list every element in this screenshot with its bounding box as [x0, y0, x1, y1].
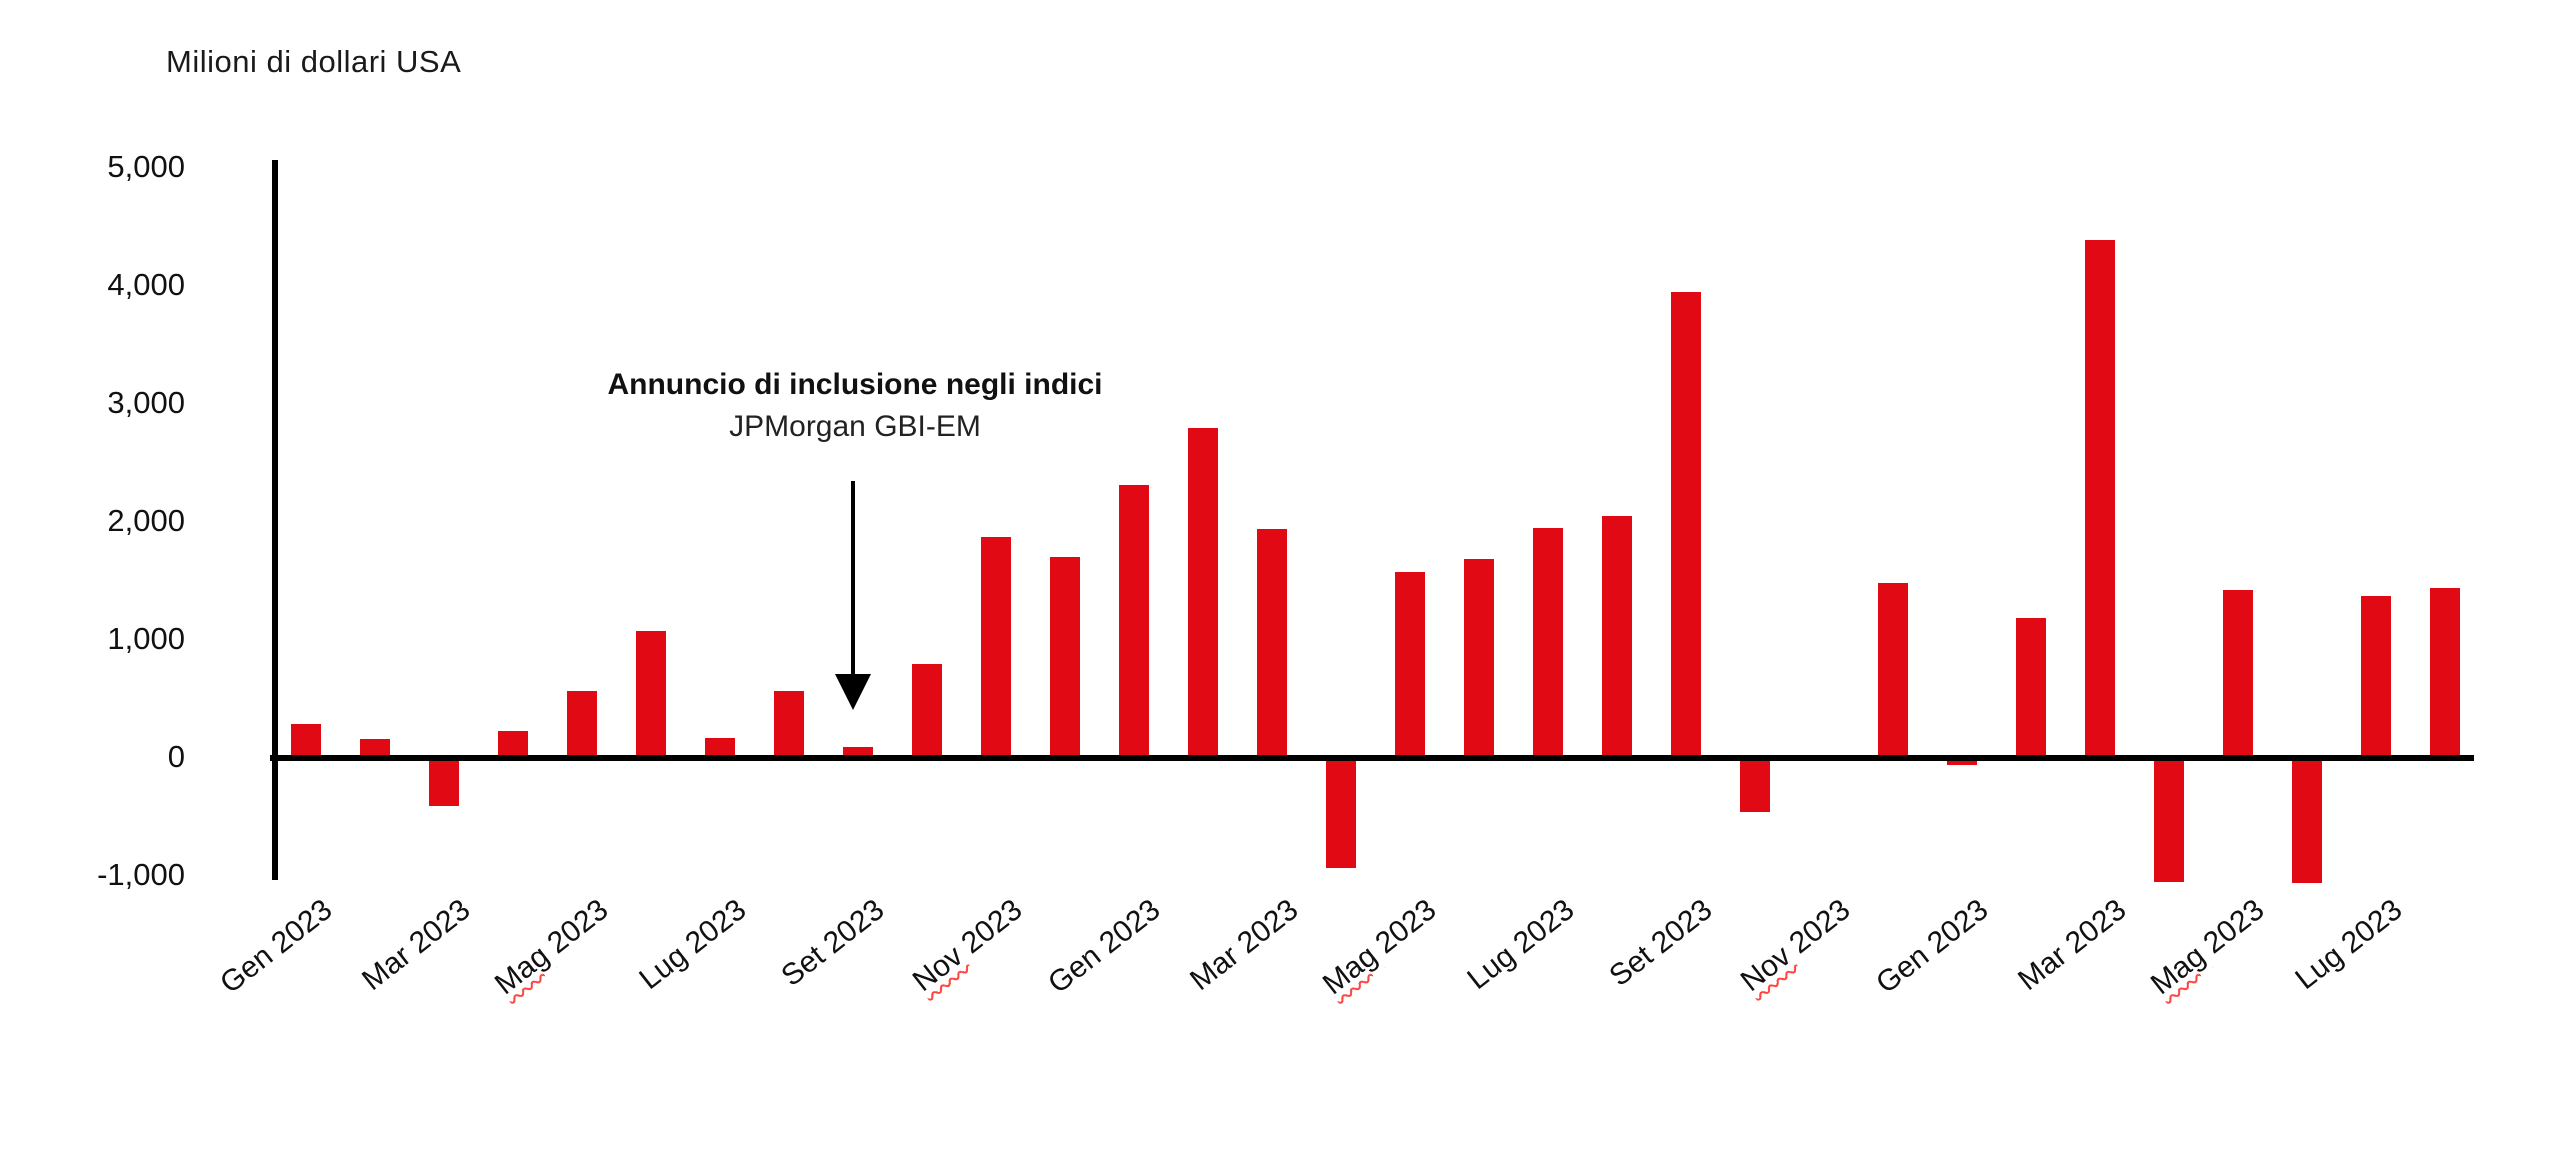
- x-tick-label: Lug 2023: [1461, 893, 1581, 997]
- x-tick-year: 2023: [258, 893, 339, 966]
- down-arrow-icon: [851, 481, 855, 677]
- x-tick-label: Mag 2023: [1317, 893, 1443, 1002]
- annotation-title: Annuncio di inclusione negli indici: [607, 368, 1103, 401]
- bar: [360, 739, 390, 758]
- x-tick-label: Gen 2023: [1042, 893, 1167, 1001]
- bar: [1326, 758, 1356, 868]
- y-tick-label: 2,000: [107, 503, 185, 538]
- x-tick-label: Mag 2023: [2145, 893, 2271, 1002]
- bar: [2223, 590, 2253, 758]
- x-tick-year: 2023: [1638, 893, 1719, 966]
- x-tick-year: 2023: [1776, 893, 1857, 966]
- bar: [1671, 291, 1701, 758]
- x-tick-label: Nov 2023: [1735, 893, 1857, 999]
- down-arrow-head-icon: [835, 674, 871, 710]
- bar: [1188, 427, 1218, 758]
- bar: [1395, 571, 1425, 758]
- x-tick-label: Nov 2023: [907, 893, 1029, 999]
- bar: [705, 737, 735, 758]
- x-tick-year: 2023: [2328, 893, 2409, 966]
- bar: [2361, 596, 2391, 758]
- x-tick-label: Gen 2023: [214, 893, 339, 1001]
- annotation-subtitle: JPMorgan GBI-EM: [729, 410, 981, 443]
- y-tick-label: -1,000: [97, 857, 185, 892]
- x-tick-year: 2023: [672, 893, 753, 966]
- bar: [1602, 516, 1632, 758]
- bar: [2430, 588, 2460, 758]
- x-tick-label: Mag 2023: [489, 893, 615, 1002]
- x-tick-year: 2023: [1362, 893, 1443, 966]
- bar: [429, 758, 459, 807]
- x-tick-year: 2023: [396, 893, 477, 966]
- bar: [498, 730, 528, 758]
- bar: [1257, 529, 1287, 758]
- x-tick-year: 2023: [810, 893, 891, 966]
- bar: [2085, 239, 2115, 758]
- x-tick-label: Lug 2023: [2289, 893, 2409, 997]
- x-tick-year: 2023: [1914, 893, 1995, 966]
- bar: [981, 537, 1011, 758]
- bar: [1050, 557, 1080, 758]
- x-tick-year: 2023: [948, 893, 1029, 966]
- y-tick-label: 3,000: [107, 385, 185, 420]
- x-tick-label: Mar 2023: [1184, 893, 1305, 998]
- x-tick-year: 2023: [2190, 893, 2271, 966]
- x-tick-year: 2023: [1500, 893, 1581, 966]
- x-tick-label: Mar 2023: [356, 893, 477, 998]
- bar: [774, 690, 804, 758]
- bar: [636, 630, 666, 758]
- y-tick-label: 4,000: [107, 267, 185, 302]
- bar: [1119, 485, 1149, 758]
- x-tick-year: 2023: [1086, 893, 1167, 966]
- x-tick-label: Set 2023: [1603, 893, 1719, 994]
- x-tick-year: 2023: [534, 893, 615, 966]
- x-tick-label: Lug 2023: [633, 893, 753, 997]
- bar: [567, 690, 597, 758]
- x-tick-label: Set 2023: [775, 893, 891, 994]
- x-tick-label: Gen 2023: [1870, 893, 1995, 1001]
- bar: [1947, 758, 1977, 766]
- x-tick-year: 2023: [2052, 893, 2133, 966]
- bar: [2292, 758, 2322, 884]
- bar: [843, 747, 873, 758]
- x-tick-label: Mar 2023: [2012, 893, 2133, 998]
- bar: [1464, 558, 1494, 758]
- chart-annotation: Annuncio di inclusione negli indici JPMo…: [607, 368, 1102, 444]
- bar: [1878, 583, 1908, 758]
- bar: [2016, 617, 2046, 758]
- bar: [1533, 527, 1563, 758]
- bar: [912, 663, 942, 758]
- x-tick-year: 2023: [1224, 893, 1305, 966]
- chart-axis-title: Milioni di dollari USA: [166, 44, 462, 79]
- y-tick-label: 0: [167, 739, 185, 774]
- bar: [291, 723, 321, 758]
- y-tick-label: 1,000: [107, 621, 185, 656]
- bar: [1740, 758, 1770, 813]
- y-axis-line: [272, 160, 278, 880]
- x-axis-zero-line: [270, 755, 2474, 761]
- y-tick-label: 5,000: [107, 149, 185, 184]
- bar: [2154, 758, 2184, 882]
